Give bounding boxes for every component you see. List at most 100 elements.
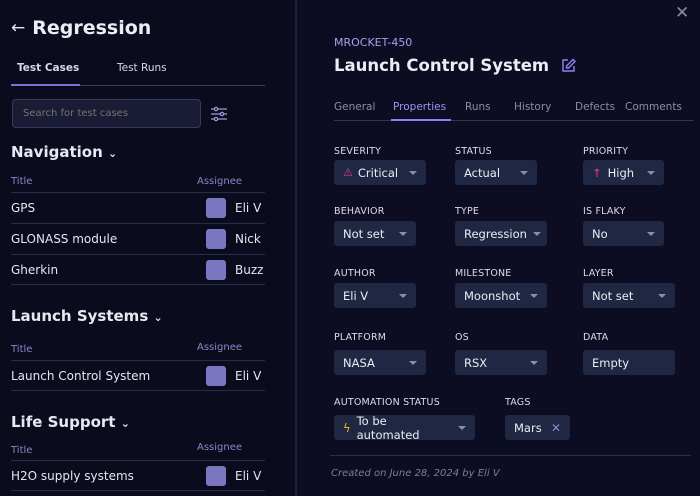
column-title: Title [11,344,33,355]
severity-value: Critical [357,165,399,180]
behavior-dropdown[interactable]: Not set [334,221,416,246]
tab-general[interactable]: General [334,101,376,113]
caret-down-icon [530,360,538,365]
caret-down-icon [458,425,466,430]
section-life-support[interactable]: Life Support ⌄ [11,413,130,431]
tab-runs[interactable]: Runs [465,101,491,113]
caret-down-icon [399,293,407,298]
author-dropdown[interactable]: Eli V [334,283,416,308]
case-id: MROCKET-450 [334,36,413,49]
caret-down-icon [409,170,417,175]
avatar [206,198,226,218]
active-tab-indicator [391,119,451,121]
is-flaky-dropdown[interactable]: No [583,221,664,246]
panel-divider[interactable] [295,0,297,496]
avatar [206,229,226,249]
milestone-dropdown[interactable]: Moonshot [455,283,547,308]
sliders-icon[interactable] [210,106,228,122]
tab-properties[interactable]: Properties [393,101,447,113]
severity-dropdown[interactable]: ⚠ Critical [334,160,426,185]
is-flaky-label: IS FLAKY [583,206,626,217]
arrow-left-icon[interactable]: ← [11,18,26,38]
avatar [206,259,226,280]
warning-triangle-icon: ⚠ [343,166,353,179]
priority-dropdown[interactable]: ↑ High [583,160,664,185]
section-title: Navigation [11,143,103,161]
type-dropdown[interactable]: Regression [455,221,547,246]
tab-history[interactable]: History [514,101,552,113]
layer-value: Not set [592,288,634,303]
caret-down-icon [409,360,417,365]
header: ← Regression [11,17,151,39]
table-row[interactable]: H2O supply systems Eli V [11,460,265,491]
status-value: Actual [464,165,501,180]
tab-test-cases[interactable]: Test Cases [17,62,80,74]
tab-comments[interactable]: Comments [625,101,682,113]
caret-down-icon [530,293,538,298]
behavior-value: Not set [343,226,385,241]
tab-test-runs[interactable]: Test Runs [117,62,167,74]
row-assignee: Nick [235,232,261,246]
os-value: RSX [464,355,488,370]
caret-down-icon [647,231,655,236]
milestone-label: MILESTONE [455,268,512,279]
platform-value: NASA [343,355,375,370]
milestone-value: Moonshot [464,288,521,303]
row-assignee: Buzz [235,262,264,277]
row-assignee: Eli V [235,468,262,483]
os-dropdown[interactable]: RSX [455,350,547,375]
caret-down-icon [399,231,407,236]
page-title: Regression [32,17,152,39]
os-label: OS [455,332,469,343]
automation-status-label: AUTOMATION STATUS [334,397,440,408]
platform-label: PLATFORM [334,332,387,343]
type-label: TYPE [455,206,480,217]
automation-status-value: To be automated [356,413,420,442]
test-cases-panel: ← Regression Test Cases Test Runs Naviga… [0,0,295,496]
row-title: GPS [11,201,36,215]
table-row[interactable]: GLONASS module Nick [11,223,265,254]
edit-icon[interactable] [561,58,577,73]
severity-label: SEVERITY [334,146,382,157]
priority-label: PRIORITY [583,146,629,157]
data-input[interactable]: Empty [583,350,675,375]
tabs-divider [11,85,265,86]
remove-tag-icon[interactable]: ✕ [550,420,561,435]
status-label: STATUS [455,146,492,157]
row-title: GLONASS module [11,232,118,246]
tab-defects[interactable]: Defects [575,101,616,113]
lightning-icon: ϟ [343,420,351,435]
arrow-up-icon: ↑ [592,165,602,180]
column-title: Title [11,176,33,187]
data-value: Empty [592,355,630,370]
active-tab-indicator [11,84,80,86]
caret-down-icon [520,170,528,175]
caret-down-icon [647,170,655,175]
chevron-down-icon[interactable]: ⌄ [120,417,130,430]
behavior-label: BEHAVIOR [334,206,385,217]
search-input[interactable] [12,99,201,128]
row-title: Gherkin [11,262,59,277]
section-launch-systems[interactable]: Launch Systems ⌄ [11,307,163,325]
table-row[interactable]: GPS Eli V [11,192,265,223]
chevron-down-icon[interactable]: ⌄ [108,147,118,160]
automation-status-dropdown[interactable]: ϟ To be automated [334,413,475,442]
layer-dropdown[interactable]: Not set [583,283,675,308]
author-label: AUTHOR [334,268,376,279]
table-row[interactable]: Gherkin Buzz [11,254,265,285]
row-assignee: Eli V [235,201,262,215]
status-dropdown[interactable]: Actual [455,160,537,185]
tag-label: Mars [514,420,542,435]
tags-label: TAGS [505,397,531,408]
column-assignee: Assignee [197,442,243,453]
section-title: Life Support [11,413,116,431]
platform-dropdown[interactable]: NASA [334,350,426,375]
row-title: Launch Control System [11,368,151,383]
table-row[interactable]: Launch Control System Eli V [11,360,265,391]
section-navigation[interactable]: Navigation ⌄ [11,143,117,161]
row-title: H2O supply systems [11,468,134,483]
close-icon[interactable]: ✕ [675,3,690,23]
chevron-down-icon[interactable]: ⌄ [153,311,163,324]
detail-panel [297,0,700,496]
column-title: Title [11,445,33,456]
